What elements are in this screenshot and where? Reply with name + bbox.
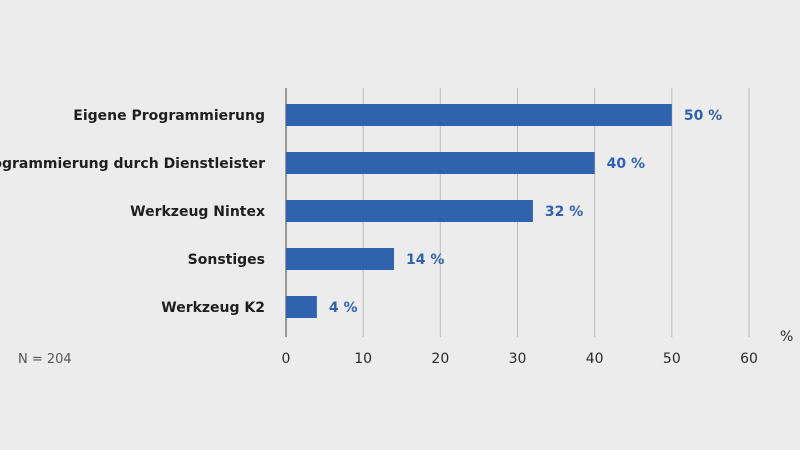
x-tick-label-40: 40 [586, 351, 604, 367]
x-axis-unit-label: % [780, 329, 793, 345]
bar-2 [286, 200, 533, 222]
x-tick-label-20: 20 [431, 351, 449, 367]
x-tick-label-30: 30 [509, 351, 527, 367]
category-label-1: Programmierung durch Dienstleister [0, 156, 265, 172]
bars [286, 104, 672, 318]
bar-3 [286, 248, 395, 270]
category-label-4: Werkzeug K2 [161, 300, 265, 316]
x-tick-label-0: 0 [282, 351, 291, 367]
bar-0 [286, 104, 672, 126]
value-label-3: 14 % [406, 252, 444, 268]
x-tick-label-50: 50 [663, 351, 681, 367]
x-tick-label-10: 10 [354, 351, 372, 367]
category-label-2: Werkzeug Nintex [130, 204, 265, 220]
bar-4 [286, 296, 317, 318]
category-label-0: Eigene Programmierung [73, 108, 265, 124]
category-label-3: Sonstiges [188, 252, 265, 268]
sample-size-note: N = 204 [18, 352, 72, 367]
value-label-2: 32 % [545, 204, 583, 220]
x-tick-labels: 0 10 20 30 40 50 60 [282, 351, 758, 367]
value-label-0: 50 % [684, 108, 722, 124]
value-label-1: 40 % [607, 156, 645, 172]
value-labels: 50 % 40 % 32 % 14 % 4 % [329, 108, 722, 316]
value-label-4: 4 % [329, 300, 358, 316]
x-tick-label-60: 60 [740, 351, 758, 367]
bar-1 [286, 152, 595, 174]
category-labels: Eigene Programmierung Programmierung durc… [0, 108, 265, 316]
